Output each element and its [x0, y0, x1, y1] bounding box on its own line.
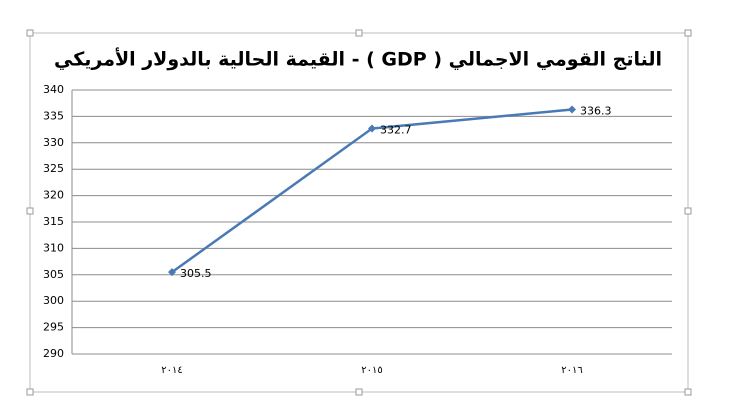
chart-title: الناتج القومي الاجمالي ( GDP ) - القيمة …: [54, 48, 662, 71]
data-label: 305.5: [180, 267, 212, 280]
y-tick-label: 295: [43, 321, 64, 334]
marker: [168, 268, 176, 277]
x-tick-label: ٢٠١٥: [361, 365, 382, 376]
x-tick-label: ٢٠١٦: [561, 365, 582, 376]
y-tick-label: 335: [43, 109, 64, 122]
y-tick-label: 330: [43, 136, 64, 149]
marker: [368, 124, 376, 133]
y-tick-label: 300: [43, 294, 64, 307]
data-label: 336.3: [580, 105, 612, 118]
y-tick-label: 310: [43, 241, 64, 254]
y-tick-label: 320: [43, 189, 64, 202]
chart-frame: [29, 32, 689, 393]
marker: [568, 105, 576, 114]
y-tick-label: 315: [43, 215, 64, 228]
x-tick-label: ٢٠١٤: [161, 365, 182, 376]
y-tick-label: 325: [43, 162, 64, 175]
selection-handles: [26, 29, 692, 396]
y-tick-label: 305: [43, 268, 64, 281]
y-tick-label: 290: [43, 347, 64, 360]
data-label: 332.7: [380, 124, 412, 137]
y-tick-label: 340: [43, 83, 64, 96]
